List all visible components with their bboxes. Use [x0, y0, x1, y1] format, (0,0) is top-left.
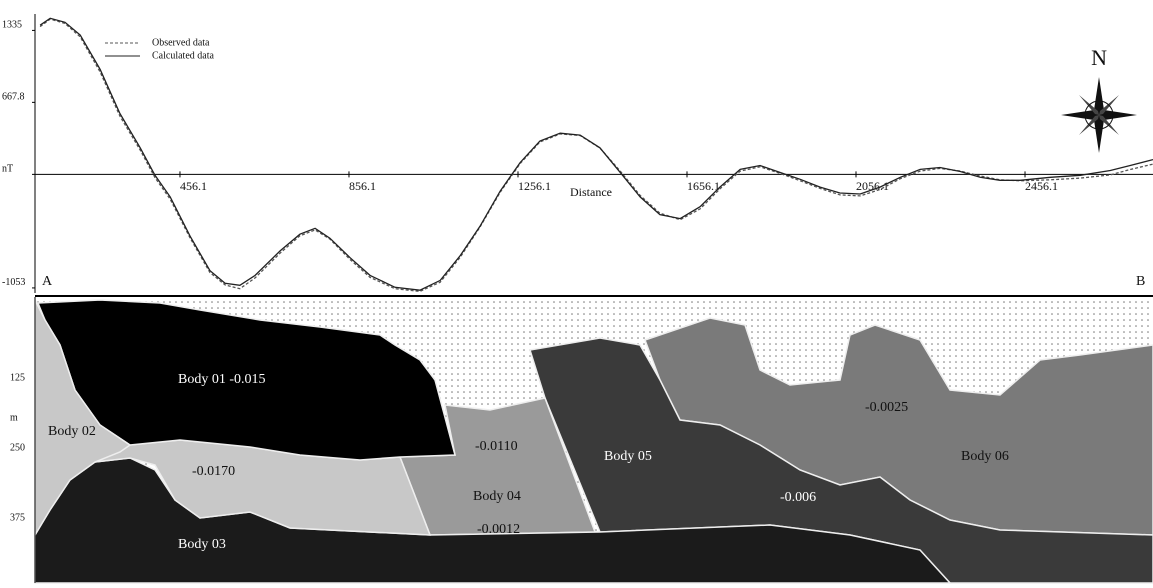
body-label: Body 02 — [48, 424, 96, 439]
y-tick-label: 667.8 — [2, 92, 25, 103]
depth-tick-label: 125 — [10, 372, 25, 383]
body-label: -0.0025 — [865, 400, 908, 415]
x-tick-label: 2456.1 — [1025, 179, 1058, 193]
body-label: Body 04 — [473, 489, 521, 504]
x-tick-label: 2056.1 — [856, 179, 889, 193]
body-label: -0.0170 — [192, 464, 235, 479]
body-label: -0.0012 — [477, 522, 520, 537]
depth-tick-label: 250 — [10, 442, 25, 453]
legend-label: Observed data — [152, 37, 210, 48]
legend: Observed data Calculated data — [105, 37, 214, 61]
end-label: B — [1136, 274, 1145, 289]
depth-tick-label: 375 — [10, 512, 25, 523]
legend-label: Calculated data — [152, 50, 214, 61]
x-tick-label: 456.1 — [180, 179, 207, 193]
data-line — [39, 18, 1153, 293]
body-label: -0.0110 — [475, 439, 518, 454]
y-tick-label: nT — [2, 164, 13, 175]
data-line — [39, 17, 1153, 291]
x-tick-label: 1656.1 — [687, 179, 720, 193]
compass: N — [1061, 45, 1137, 153]
x-tick-label: 1256.1 — [518, 179, 551, 193]
body-label: Body 03 — [178, 537, 226, 552]
x-tick-label: 856.1 — [349, 179, 376, 193]
y-tick-label: -1053 — [2, 277, 25, 288]
y-tick-label: 1335 — [2, 20, 22, 31]
x-axis-label: Distance — [570, 185, 612, 199]
end-label: A — [42, 274, 53, 289]
body-label: Body 01 -0.015 — [178, 372, 266, 387]
cross-section — [34, 297, 1153, 584]
body-02 — [34, 299, 132, 538]
depth-unit: m — [10, 412, 18, 423]
compass-label: N — [1091, 45, 1107, 70]
body-label: -0.006 — [780, 490, 816, 505]
body-label: Body 06 — [961, 449, 1009, 464]
body-label: Body 05 — [604, 449, 652, 464]
